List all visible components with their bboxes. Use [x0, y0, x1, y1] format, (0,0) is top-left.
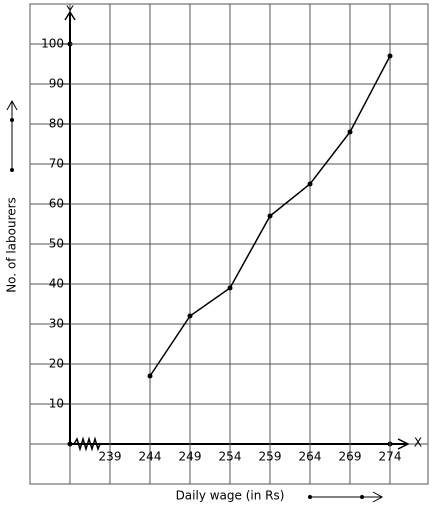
y-arrow — [64, 10, 76, 21]
point — [267, 213, 273, 219]
deco-arrow-head — [6, 99, 18, 111]
y-tick-label: 30 — [49, 317, 64, 331]
x-axis-name: X — [414, 436, 422, 450]
y-tick-label: 20 — [49, 357, 64, 371]
x-tick-label: 269 — [339, 450, 362, 464]
x-tick-label: 259 — [259, 450, 282, 464]
x-tick-label: 244 — [139, 450, 162, 464]
x-tick-label: 239 — [99, 450, 122, 464]
y-tick-label: 40 — [49, 277, 64, 291]
point — [307, 181, 313, 187]
point — [187, 313, 193, 319]
deco-dot — [308, 495, 312, 499]
point — [147, 373, 153, 379]
deco-dot — [10, 168, 14, 172]
deco-dot — [360, 495, 364, 499]
y-tick-label: 80 — [49, 117, 64, 131]
deco-arrow-head — [372, 491, 384, 503]
origin-dot — [67, 441, 73, 447]
y-axis-name: Y — [65, 4, 74, 18]
point — [347, 129, 353, 135]
point — [227, 285, 233, 291]
y-tick-label: 100 — [41, 37, 64, 51]
point — [387, 53, 393, 59]
x-axis-label: Daily wage (in Rs) — [176, 489, 285, 503]
y-tick-label: 50 — [49, 237, 64, 251]
y-tick-label: 10 — [49, 397, 64, 411]
y-tick-label: 60 — [49, 197, 64, 211]
axis-break — [73, 436, 101, 452]
x-arrow — [397, 438, 410, 450]
x-tick-label: 249 — [179, 450, 202, 464]
y-tick-label: 70 — [49, 157, 64, 171]
x-tick-label: 254 — [219, 450, 242, 464]
x-tick-label: 264 — [299, 450, 322, 464]
deco-dot — [10, 118, 14, 122]
y-tick-label: 90 — [49, 77, 64, 91]
y-axis-label: No. of labourers — [5, 197, 19, 293]
x-tick-label: 274 — [379, 450, 402, 464]
